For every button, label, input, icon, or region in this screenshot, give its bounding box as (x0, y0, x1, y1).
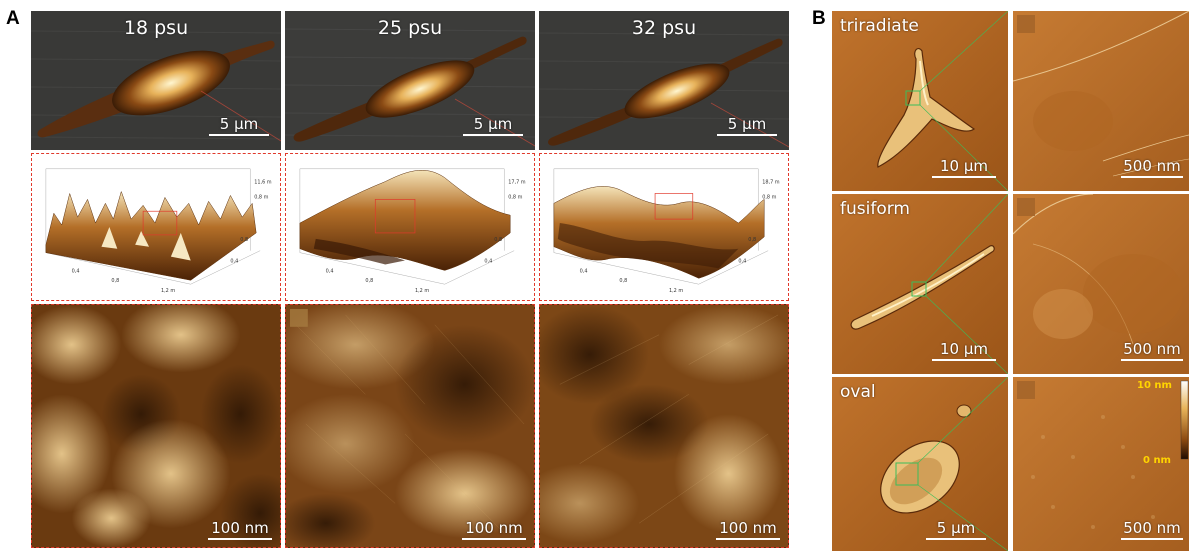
svg-text:1,2 m: 1,2 m (669, 288, 683, 294)
shape-label: fusiform (840, 199, 910, 219)
scalebar: 10 µm (932, 340, 996, 361)
panel-a-letter: A (6, 8, 20, 29)
svg-text:0,4: 0,4 (230, 259, 238, 265)
scalebar-label: 100 nm (211, 519, 269, 537)
fusiform-cell: fusiform 10 µm (832, 194, 1008, 374)
scalebar-label: 5 µm (473, 115, 513, 133)
scalebar-label: 500 nm (1123, 340, 1181, 358)
scalebar: 100 nm (208, 519, 272, 540)
svg-text:11,6 m: 11,6 m (254, 180, 272, 186)
scalebar-label: 5 µm (219, 115, 259, 133)
scalebar-line (1121, 538, 1183, 540)
svg-text:0,8: 0,8 (494, 237, 502, 243)
scalebar-label: 500 nm (1123, 519, 1181, 537)
salinity-label: 25 psu (377, 17, 443, 39)
oval-cell: oval 5 µm (832, 377, 1008, 551)
scalebar: 100 nm (462, 519, 526, 540)
scalebar-line (463, 134, 523, 136)
triradiate-cell: triradiate 10 µm (832, 11, 1008, 191)
svg-text:17,7 m: 17,7 m (508, 180, 526, 186)
surface-3d-32psu: 18,7 m 0,8 m 0,4 0,8 1,2 m 0,4 0,8 (539, 153, 789, 301)
nano-texture-32psu: 100 nm (539, 304, 789, 548)
surface-3d-25psu: 17,7 m 0,8 m 0,4 0,8 1,2 m 0,4 0,8 (285, 153, 535, 301)
scalebar-line (716, 538, 780, 540)
scalebar-line (1121, 176, 1183, 178)
scalebar: 10 µm (932, 157, 996, 178)
cell-overview-25psu: 25 psu 5 µm (285, 11, 535, 150)
surface-3d-18psu: 11,6 m 0,8 m 0,4 0,8 1,2 m 0,4 0,8 (31, 153, 281, 301)
svg-text:18,7 m: 18,7 m (762, 180, 780, 186)
svg-text:0,8: 0,8 (111, 278, 119, 284)
scalebar-label: 5 µm (936, 519, 976, 537)
svg-text:1,2 m: 1,2 m (415, 288, 429, 294)
svg-text:0,8: 0,8 (748, 237, 756, 243)
scalebar: 5 µm (717, 115, 777, 136)
svg-text:0,4: 0,4 (326, 268, 334, 274)
scalebar: 500 nm (1121, 157, 1183, 178)
shape-label: triradiate (840, 16, 919, 36)
salinity-label: 32 psu (631, 17, 697, 39)
scalebar-line (926, 538, 986, 540)
svg-text:0,8 m: 0,8 m (762, 194, 776, 200)
scalebar-line (932, 359, 996, 361)
scalebar-line (209, 134, 269, 136)
svg-text:0,4: 0,4 (72, 268, 80, 274)
scalebar-label: 10 µm (939, 157, 988, 175)
scalebar-line (717, 134, 777, 136)
cell-overview-18psu: 18 psu 5 µm (31, 11, 281, 150)
cell-overview-32psu: 32 psu 5 µm (539, 11, 789, 150)
scalebar: 5 µm (209, 115, 269, 136)
scalebar-line (932, 176, 996, 178)
scalebar-label: 5 µm (727, 115, 767, 133)
scalebar: 500 nm (1121, 519, 1183, 540)
svg-text:0,8: 0,8 (619, 278, 627, 284)
svg-text:0,8: 0,8 (240, 237, 248, 243)
panel-b-letter: B (812, 8, 826, 29)
svg-text:0,4: 0,4 (738, 259, 746, 265)
svg-text:0,8 m: 0,8 m (254, 194, 268, 200)
scalebar-label: 100 nm (465, 519, 523, 537)
scalebar-label: 500 nm (1123, 157, 1181, 175)
scalebar: 100 nm (716, 519, 780, 540)
scalebar-line (462, 538, 526, 540)
triradiate-surface-zoom: 500 nm (1013, 11, 1189, 191)
fusiform-surface-zoom: 500 nm (1013, 194, 1189, 374)
scalebar: 5 µm (463, 115, 523, 136)
salinity-label: 18 psu (123, 17, 189, 39)
scalebar-line (1121, 359, 1183, 361)
scalebar-line (208, 538, 272, 540)
svg-text:0,8 m: 0,8 m (508, 194, 522, 200)
nano-texture-25psu: 100 nm (285, 304, 535, 548)
svg-text:0,8: 0,8 (365, 278, 373, 284)
scalebar-label: 100 nm (719, 519, 777, 537)
svg-text:0,4: 0,4 (484, 259, 492, 265)
shape-label: oval (840, 382, 876, 402)
colorbar-min-label: 0 nm (1143, 455, 1171, 466)
scalebar: 5 µm (926, 519, 986, 540)
svg-text:1,2 m: 1,2 m (161, 288, 175, 294)
colorbar-max-label: 10 nm (1137, 380, 1172, 391)
oval-surface-zoom: 10 nm 0 nm 500 nm (1013, 377, 1189, 551)
svg-text:0,4: 0,4 (580, 268, 588, 274)
nano-texture-18psu: 100 nm (31, 304, 281, 548)
scalebar: 500 nm (1121, 340, 1183, 361)
scalebar-label: 10 µm (939, 340, 988, 358)
